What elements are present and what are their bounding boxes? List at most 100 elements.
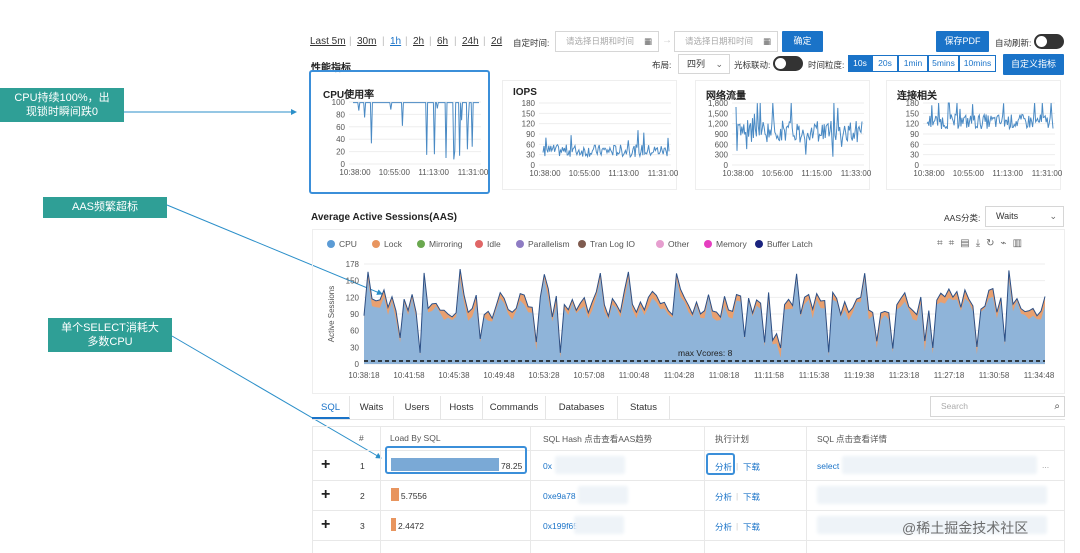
tab-bar (312, 396, 1065, 420)
legend-swatch (656, 240, 664, 248)
range-6h[interactable]: 6h (437, 36, 449, 47)
range-last-5m[interactable]: Last 5m (310, 36, 346, 47)
plan-analyze-link[interactable]: 分析 (715, 462, 733, 472)
y-tick-label: 180 (522, 99, 536, 108)
legend-label: Idle (487, 239, 501, 249)
expand-row-button[interactable]: + (321, 486, 331, 503)
metric-card-network: 网络流量 1,800 1,500 1,200 900 600 300 0 10:38:00 10… (695, 80, 871, 190)
legend-swatch (578, 240, 586, 248)
granularity-20s[interactable]: 20s (872, 55, 898, 72)
legend-swatch (516, 240, 524, 248)
legend-label: Lock (384, 239, 402, 249)
y-tick-label: 0 (341, 160, 346, 169)
expand-row-button[interactable]: + (321, 456, 331, 473)
tab-commands[interactable]: Commands (483, 396, 546, 419)
y-tick-label: 900 (715, 130, 729, 139)
end-date-input[interactable]: 请选择日期和时间 ▦ (674, 31, 778, 52)
legend-label: CPU (339, 239, 357, 249)
row-index: 2 (360, 491, 365, 501)
legend-item[interactable]: Mirroring (417, 239, 463, 249)
legend-item[interactable]: Idle (475, 239, 501, 249)
sql-hash-link[interactable]: 0x (543, 461, 552, 471)
metric-title: 网络流量 (706, 91, 746, 102)
tab-hosts[interactable]: Hosts (441, 396, 483, 419)
plan-analyze-link[interactable]: 分析 (715, 522, 733, 532)
range-24h[interactable]: 24h (462, 36, 479, 47)
highlight-cpu-card (309, 70, 490, 194)
y-tick-label: 30 (910, 151, 919, 160)
data-view-icon[interactable]: ▤ (960, 238, 976, 249)
legend-item[interactable]: CPU (327, 239, 357, 249)
legend-item[interactable]: Lock (372, 239, 402, 249)
layout-select[interactable]: 四列 ⌄ (678, 54, 730, 74)
metric-series-line (353, 102, 479, 160)
x-tick-label: 10:53:28 (528, 371, 560, 380)
tab-waits[interactable]: Waits (350, 396, 394, 419)
legend-item[interactable]: Parallelism (516, 239, 570, 249)
tab-sql[interactable]: SQL (312, 396, 350, 419)
x-tick-label: 11:19:38 (844, 371, 875, 380)
x-tick-label: 11:27:18 (934, 371, 965, 380)
y-tick-label: 40 (336, 135, 345, 144)
y-tick-label: 100 (332, 98, 346, 107)
granularity-5mins[interactable]: 5mins (928, 55, 959, 72)
plan-download-link[interactable]: 下载 (743, 522, 761, 532)
granularity-1min[interactable]: 1min (898, 55, 928, 72)
auto-refresh-toggle[interactable] (1034, 34, 1064, 49)
x-tick-label: 11:08:18 (709, 371, 740, 380)
x-tick-label: 11:31:00 (1032, 169, 1062, 178)
highlight-load-bar (385, 446, 527, 474)
line-chart-icon[interactable]: ⌁ (1000, 238, 1013, 249)
legend-item[interactable]: Buffer Latch (755, 239, 813, 249)
metric-series-line (926, 102, 1054, 131)
legend-swatch (475, 240, 483, 248)
sql-hash-link[interactable]: 0xe9a78 (543, 491, 576, 501)
download-icon[interactable]: ⤓ (975, 238, 987, 249)
custom-metrics-button[interactable]: 自定义指标 (1003, 54, 1064, 75)
tab-databases[interactable]: Databases (546, 396, 618, 419)
sql-detail-link[interactable]: select (817, 461, 840, 471)
legend-item[interactable]: Other (656, 239, 689, 249)
sql-table (312, 426, 1065, 553)
max-vcores-label: max Vcores: 8 (678, 348, 733, 358)
range-30m[interactable]: 30m (357, 36, 377, 47)
refresh-icon[interactable]: ↻ (986, 238, 1001, 249)
y-tick-label: 120 (346, 293, 360, 302)
granularity-10mins[interactable]: 10mins (959, 55, 996, 72)
export-pdf-button[interactable]: 保存PDF (936, 31, 989, 52)
bar-chart-icon[interactable]: ▥ (1012, 238, 1029, 249)
y-tick-label: 0 (915, 161, 920, 170)
plan-analyze-link[interactable]: 分析 (715, 492, 733, 502)
plan-download-link[interactable]: 下载 (743, 492, 761, 502)
search-icon: ⌕ (1054, 401, 1060, 412)
start-date-input[interactable]: 请选择日期和时间 ▦ (555, 31, 659, 52)
row-index: 3 (360, 521, 365, 531)
y-tick-label: 150 (906, 109, 920, 118)
confirm-button[interactable]: 确定 (782, 31, 823, 52)
x-tick-label: 11:13:00 (992, 169, 1023, 178)
tab-users[interactable]: Users (394, 396, 441, 419)
range-1h[interactable]: 1h (390, 36, 402, 47)
range-2d[interactable]: 2d (491, 36, 503, 47)
zoom-reset-icon[interactable]: ⌗ (948, 238, 961, 249)
search-input[interactable]: Search ⌕ (930, 396, 1065, 417)
y-tick-label: 0 (531, 161, 536, 170)
plan-download-link[interactable]: 下载 (743, 462, 761, 472)
expand-row-button[interactable]: + (321, 516, 331, 533)
x-tick-label: 11:33:00 (841, 169, 871, 178)
granularity-10s[interactable]: 10s (848, 55, 872, 72)
table-row: + 2 5.7556 0xe9a78 分析 | 下载 (312, 481, 1065, 510)
cursor-link-toggle[interactable] (773, 56, 803, 71)
x-tick-label: 10:38:00 (913, 169, 945, 178)
aas-chart: 178 150 120 90 60 30 0 Active Sessions 10:38:18 1… (327, 260, 1055, 380)
legend-item[interactable]: Tran Log IO (578, 239, 635, 249)
calendar-icon: ▦ (643, 36, 652, 46)
legend-item[interactable]: Memory (704, 239, 747, 249)
load-bar (391, 488, 399, 501)
load-value: 5.7556 (400, 491, 427, 501)
tab-status[interactable]: Status (618, 396, 670, 419)
sql-hash-link[interactable]: 0x199f65 (543, 521, 578, 531)
aas-category-select[interactable]: Waits ⌄ (985, 206, 1064, 227)
zoom-icon[interactable]: ⌗ (937, 238, 949, 249)
range-2h[interactable]: 2h (413, 36, 425, 47)
